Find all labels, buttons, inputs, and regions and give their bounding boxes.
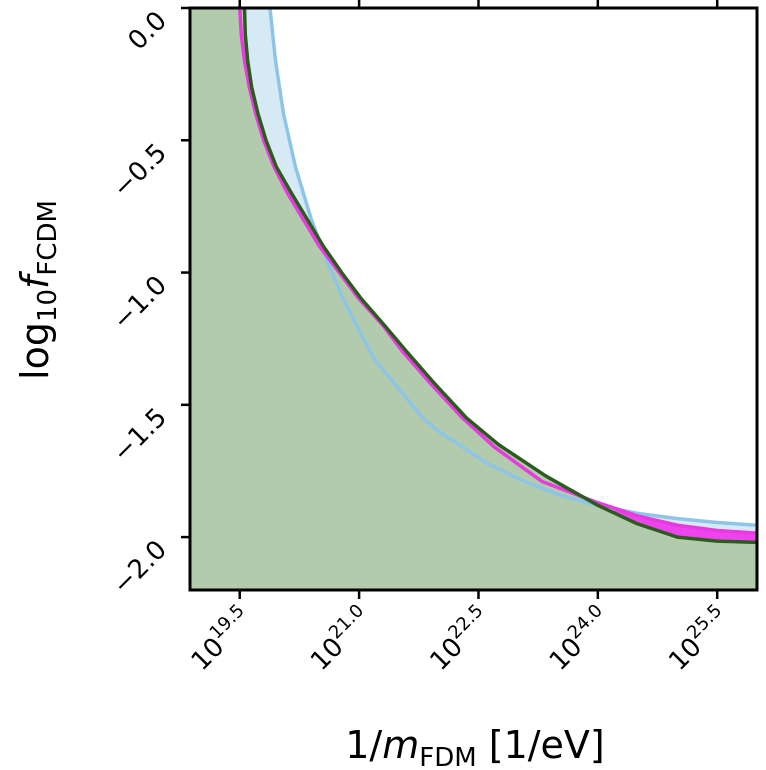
y-tick-label-2: −1.0	[107, 270, 173, 336]
x-axis-label: 1/mFDM [1/eV]	[345, 723, 605, 770]
boundary-lines	[237, 8, 757, 545]
plot-frame	[188, 6, 759, 592]
y-tick-label-3: −1.5	[107, 403, 173, 469]
x-tick-label-0: 1019.5	[182, 600, 258, 676]
series-2-area	[190, 8, 757, 590]
x-tick-label-1: 1021.0	[302, 600, 378, 676]
region-fills	[190, 8, 757, 590]
y-axis-label: log10fFCDM	[13, 200, 63, 380]
series-2-line	[242, 8, 757, 545]
y-ticks: 0.0 −0.5 −1.0 −1.5 −2.0	[107, 6, 190, 601]
series-1-line	[237, 8, 757, 535]
y-tick-label-1: −0.5	[107, 138, 173, 204]
y-tick-label-0: 0.0	[122, 6, 172, 56]
x-tick-label-2: 1022.5	[421, 600, 497, 676]
x-tick-label-3: 1024.0	[540, 600, 616, 676]
y-tick-label-4: −2.0	[107, 535, 173, 601]
x-tick-label-4: 1025.5	[660, 600, 736, 676]
